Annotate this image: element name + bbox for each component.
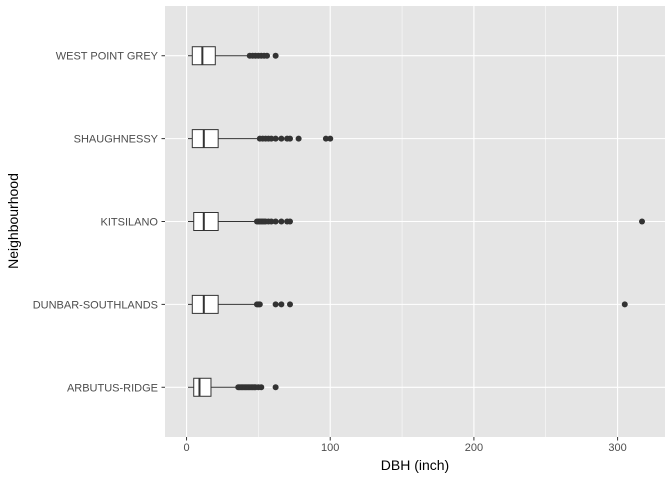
outlier-point [272, 52, 279, 59]
iqr-box [193, 377, 212, 397]
outlier-point [295, 135, 302, 142]
y-tick-label: WEST POINT GREY [56, 51, 159, 63]
outlier-point [621, 301, 628, 308]
outlier-point [278, 301, 285, 308]
x-tick-label: 100 [321, 442, 339, 454]
box-dunbar-southlands [187, 294, 628, 314]
outlier-point [264, 52, 271, 59]
y-axis-title: Neighbourhood [5, 173, 21, 269]
outlier-point [287, 135, 293, 142]
x-axis-title: DBH (inch) [381, 457, 449, 473]
y-tick-label: ARBUTUS-RIDGE [67, 382, 158, 394]
outlier-point [272, 135, 279, 142]
x-tick-label: 200 [465, 442, 483, 454]
box-shaughnessy [187, 129, 334, 149]
outlier-point [268, 218, 275, 225]
iqr-box [193, 212, 219, 231]
outlier-point [322, 135, 329, 142]
iqr-box [191, 129, 219, 149]
outlier-point [278, 218, 285, 225]
iqr-box [191, 294, 219, 314]
outlier-point [287, 301, 293, 308]
y-tick-label: KITSILANO [101, 217, 159, 229]
boxes [187, 46, 646, 397]
outlier-point [287, 218, 293, 225]
box-arbutus-ridge [187, 377, 279, 397]
box-west-point-grey [187, 46, 279, 66]
box-kitsilano [187, 212, 646, 231]
iqr-box [191, 46, 216, 66]
outlier-point [639, 218, 646, 225]
x-tick-label: 300 [608, 442, 626, 454]
outlier-point [272, 384, 279, 391]
outlier-point [268, 135, 275, 142]
outlier-point [327, 135, 334, 142]
x-tick-label: 0 [183, 442, 189, 454]
outlier-point [272, 218, 279, 225]
outlier-point [258, 384, 265, 391]
outlier-point [272, 301, 279, 308]
axes: 0 100 200 300 ARBUTUS-RIDGE DUNBAR-SOUTHLANDS… [33, 51, 627, 454]
outlier-point [278, 135, 285, 142]
y-tick-label: DUNBAR-SOUTHLANDS [33, 299, 158, 311]
y-tick-label: SHAUGHNESSY [74, 134, 159, 146]
outlier-point [256, 301, 263, 308]
